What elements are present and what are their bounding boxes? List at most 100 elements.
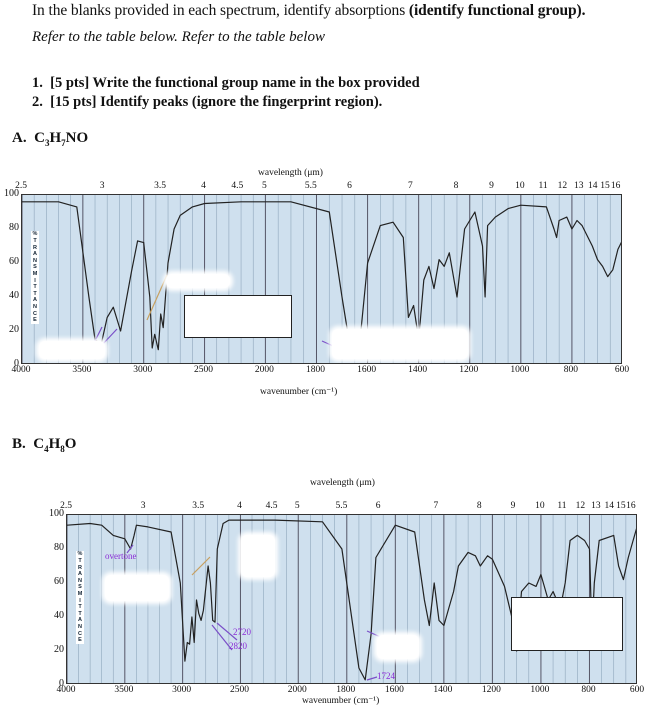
- answer-blank-ch-stretch[interactable]: [105, 575, 169, 601]
- x-tick: 4000: [11, 365, 31, 375]
- transmittance-curve: [22, 201, 621, 351]
- wavelength-tick: 2.5: [15, 181, 27, 191]
- x-tick: 2000: [254, 365, 274, 375]
- x-tick: 1200: [481, 685, 501, 695]
- wavelength-tick: 5: [294, 501, 300, 511]
- x-tick: 2000: [287, 685, 307, 695]
- y-tick: 40: [9, 290, 19, 301]
- question-2: 2. [15 pts] Identify peaks (ignore the f…: [32, 94, 382, 111]
- wavelength-tick: 5: [262, 181, 267, 191]
- formula-part: O: [64, 436, 77, 452]
- wavelength-tick: 14: [588, 181, 598, 191]
- wavelength-tick: 10: [535, 501, 545, 511]
- wavelength-tick: 12: [575, 501, 586, 511]
- y-tick: 0: [59, 678, 64, 689]
- annotation-1724: 1724: [377, 671, 395, 681]
- x-tick: 3500: [114, 685, 134, 695]
- y-tick: 80: [9, 222, 19, 233]
- wavelength-tick: 4: [201, 181, 206, 191]
- formula-subscript: 7: [61, 138, 66, 148]
- wavelength-tick: 13: [574, 181, 584, 191]
- x-tick: 600: [629, 685, 645, 695]
- wavelength-tick: 6: [375, 501, 381, 511]
- functional-group-answer-box[interactable]: [184, 295, 292, 338]
- y-axis-label: % T R A N S M I T T A N C E: [76, 551, 84, 644]
- spectrum-svg: [22, 195, 621, 363]
- wavelength-axis-title: wavelength (μm): [258, 168, 323, 178]
- x-tick: 1400: [408, 365, 428, 375]
- formula-part: C: [34, 130, 45, 146]
- y-tick: 20: [9, 324, 19, 335]
- wavelength-tick: 3.5: [192, 501, 205, 511]
- instruction-text: In the blanks provided in each spectrum,…: [32, 2, 409, 19]
- y-tick: 20: [54, 644, 64, 655]
- annotation-2720: 2720: [233, 627, 251, 637]
- question-number: 1.: [32, 75, 43, 91]
- ir-spectrum-b: wavelength (μm) wavenumber (cm⁻¹) overto…: [0, 470, 652, 709]
- y-tick: 0: [14, 358, 19, 369]
- x-tick: 1800: [305, 365, 325, 375]
- section-b-heading: B. C4H8O: [12, 436, 76, 454]
- wavelength-tick: 9: [489, 181, 494, 191]
- wavenumber-axis-title: wavenumber (cm⁻¹): [260, 387, 338, 397]
- formula-subscript: 3: [44, 138, 50, 148]
- functional-group-answer-box[interactable]: [511, 597, 623, 651]
- wavelength-tick: 8: [476, 501, 482, 511]
- answer-blank-carbonyl[interactable]: [332, 329, 468, 359]
- annotation-overtone: overtone: [105, 551, 137, 561]
- wavelength-tick: 11: [557, 501, 567, 511]
- formula-part: C: [33, 436, 45, 452]
- instruction-bold-text: (identify functional group).: [408, 2, 586, 19]
- wavelength-tick: 5.5: [335, 501, 348, 511]
- x-tick: 600: [614, 365, 630, 375]
- wavelength-tick: 12: [557, 181, 568, 191]
- wavelength-axis-title: wavelength (μm): [310, 478, 375, 488]
- x-tick: 4000: [56, 685, 76, 695]
- wavelength-tick: 4.5: [231, 181, 244, 191]
- x-tick: 1600: [357, 365, 377, 375]
- y-tick: 40: [54, 610, 64, 621]
- y-tick: 80: [54, 542, 64, 553]
- instruction-line-2: Refer to the table below. Refer to the t…: [32, 29, 325, 45]
- x-tick: 3000: [172, 685, 192, 695]
- wavelength-tick: 3: [99, 181, 105, 191]
- wavelength-tick: 11: [538, 181, 548, 191]
- instruction-line-1: In the blanks provided in each spectrum,…: [32, 2, 585, 20]
- spectrum-svg: [67, 515, 636, 683]
- answer-blank-aldehyde-ch[interactable]: [241, 535, 275, 577]
- wavelength-tick: 13: [591, 501, 601, 511]
- x-tick: 2500: [194, 365, 214, 375]
- wavelength-tick: 15: [600, 181, 610, 191]
- answer-blank-ch-stretch[interactable]: [166, 274, 230, 288]
- answer-blank-nh-stretch[interactable]: [39, 341, 105, 359]
- wavelength-tick: 3: [140, 501, 146, 511]
- x-tick: 1400: [433, 685, 453, 695]
- question-text: [15 pts] Identify peaks (ignore the fing…: [50, 94, 383, 110]
- question-text: [5 pts] Write the functional group name …: [50, 75, 420, 91]
- y-tick: 100: [4, 188, 19, 199]
- x-tick: 1000: [510, 365, 530, 375]
- question-number: 2.: [32, 94, 43, 110]
- answer-blank-carbonyl[interactable]: [377, 635, 419, 659]
- question-1: 1. [5 pts] Write the functional group na…: [32, 75, 420, 92]
- wavelength-tick: 16: [610, 181, 621, 191]
- x-tick: 1000: [530, 685, 550, 695]
- x-tick: 3000: [133, 365, 153, 375]
- wavelength-tick: 7: [407, 181, 413, 191]
- wavelength-tick: 9: [510, 501, 516, 511]
- wavelength-tick: 7: [433, 501, 439, 511]
- plot-area: [21, 194, 622, 364]
- section-label: A.: [12, 130, 27, 146]
- x-tick: 3500: [72, 365, 92, 375]
- section-a-heading: A. C3H7NO: [12, 130, 88, 148]
- section-label: B.: [12, 436, 26, 452]
- x-tick: 800: [581, 685, 596, 695]
- wavelength-tick: 10: [515, 181, 525, 191]
- wavelength-tick: 4.5: [265, 501, 278, 511]
- wavelength-tick: 6: [347, 181, 352, 191]
- x-tick: 1200: [459, 365, 479, 375]
- y-tick: 100: [49, 508, 64, 519]
- y-axis-label: % T R A N S M I T T A N C E: [31, 231, 39, 324]
- x-tick: 1600: [384, 685, 404, 695]
- x-tick: 800: [563, 365, 579, 375]
